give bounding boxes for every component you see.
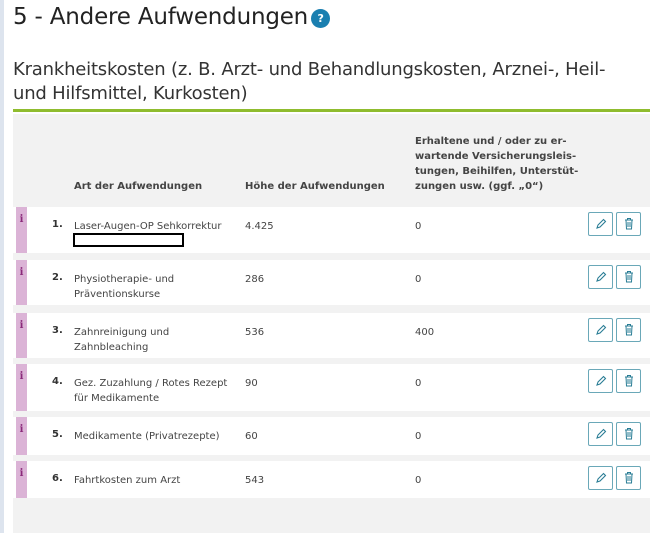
cell-erhaltene: 0 xyxy=(415,378,422,389)
cell-hoehe: 90 xyxy=(245,378,258,389)
delete-button[interactable] xyxy=(616,318,641,342)
info-icon[interactable]: i xyxy=(16,417,27,455)
trash-icon xyxy=(623,215,635,234)
row-number: 2. xyxy=(52,272,63,283)
row-number: 5. xyxy=(52,429,63,440)
delete-button[interactable] xyxy=(616,265,641,289)
section-title: Krankheitskosten (z. B. Arzt- und Behand… xyxy=(13,59,606,104)
cell-erhaltene: 0 xyxy=(415,431,422,442)
header-erhaltene: Erhaltene und / oder zu er- wartende Ver… xyxy=(415,134,578,194)
table-row: i 2. Physiotherapie- und Präventionskurs… xyxy=(13,260,650,305)
row-number: 4. xyxy=(52,376,63,387)
row-number: 3. xyxy=(52,325,63,336)
cell-erhaltene: 400 xyxy=(415,327,435,338)
trash-icon xyxy=(623,268,635,287)
table-row: i 4. Gez. Zuzahlung / Rotes Rezept für M… xyxy=(13,364,650,411)
cell-art: Zahnreinigung und Zahnbleaching xyxy=(74,327,170,353)
trash-icon xyxy=(623,469,635,488)
edit-button[interactable] xyxy=(588,212,613,236)
cell-art: Laser-Augen-OP Sehkorrektur xyxy=(74,221,222,232)
cell-art: Fahrtkosten zum Arzt xyxy=(74,475,181,486)
table-row: i 6. Fahrtkosten zum Arzt 543 0 xyxy=(13,461,650,498)
cell-art: Physiotherapie- und Präventionskurse xyxy=(74,274,175,300)
info-icon[interactable]: i xyxy=(16,364,27,411)
header-line: tungen, Beihilfen, Unterstüt- xyxy=(415,166,579,177)
help-icon[interactable]: ? xyxy=(311,9,331,28)
pencil-icon xyxy=(595,321,607,340)
cell-hoehe: 543 xyxy=(245,475,265,486)
table-row: i 1. Laser-Augen-OP Sehkorrektur 4.425 0 xyxy=(13,207,650,253)
trash-icon xyxy=(623,425,635,444)
page-title: 5 - Andere Aufwendungen? xyxy=(13,4,331,30)
edit-button[interactable] xyxy=(588,466,613,490)
header-hoehe: Höhe der Aufwendungen xyxy=(245,181,385,192)
info-icon[interactable]: i xyxy=(16,260,27,305)
cell-hoehe: 60 xyxy=(245,431,258,442)
redaction-box xyxy=(73,233,184,247)
edit-button[interactable] xyxy=(588,318,613,342)
page-title-text: 5 - Andere Aufwendungen xyxy=(13,4,309,30)
header-art: Art der Aufwendungen xyxy=(74,181,203,192)
pencil-icon xyxy=(595,425,607,444)
edit-button[interactable] xyxy=(588,369,613,393)
header-line: Erhaltene und / oder zu er- xyxy=(415,136,567,147)
delete-button[interactable] xyxy=(616,369,641,393)
left-border xyxy=(0,0,4,533)
pencil-icon xyxy=(595,469,607,488)
delete-button[interactable] xyxy=(616,422,641,446)
delete-button[interactable] xyxy=(616,466,641,490)
pencil-icon xyxy=(595,215,607,234)
trash-icon xyxy=(623,372,635,391)
pencil-icon xyxy=(595,372,607,391)
cell-erhaltene: 0 xyxy=(415,274,422,285)
table-row: i 3. Zahnreinigung und Zahnbleaching 536… xyxy=(13,313,650,358)
header-line: wartende Versicherungsleis- xyxy=(415,151,577,162)
row-number: 6. xyxy=(52,473,63,484)
pencil-icon xyxy=(595,268,607,287)
cell-erhaltene: 0 xyxy=(415,475,422,486)
header-line: zungen usw. (ggf. „0“) xyxy=(415,181,544,192)
cell-art: Medikamente (Privatrezepte) xyxy=(74,431,220,442)
row-number: 1. xyxy=(52,219,63,230)
info-icon[interactable]: i xyxy=(16,461,27,498)
info-icon[interactable]: i xyxy=(16,207,27,253)
cell-art: Gez. Zuzahlung / Rotes Rezept für Medika… xyxy=(74,378,228,404)
edit-button[interactable] xyxy=(588,265,613,289)
cell-hoehe: 536 xyxy=(245,327,265,338)
table-row: i 5. Medikamente (Privatrezepte) 60 0 xyxy=(13,417,650,455)
edit-button[interactable] xyxy=(588,422,613,446)
cell-hoehe: 4.425 xyxy=(245,221,274,232)
trash-icon xyxy=(623,321,635,340)
info-icon[interactable]: i xyxy=(16,313,27,358)
delete-button[interactable] xyxy=(616,212,641,236)
section-divider xyxy=(13,109,650,112)
cell-hoehe: 286 xyxy=(245,274,265,285)
cell-erhaltene: 0 xyxy=(415,221,422,232)
